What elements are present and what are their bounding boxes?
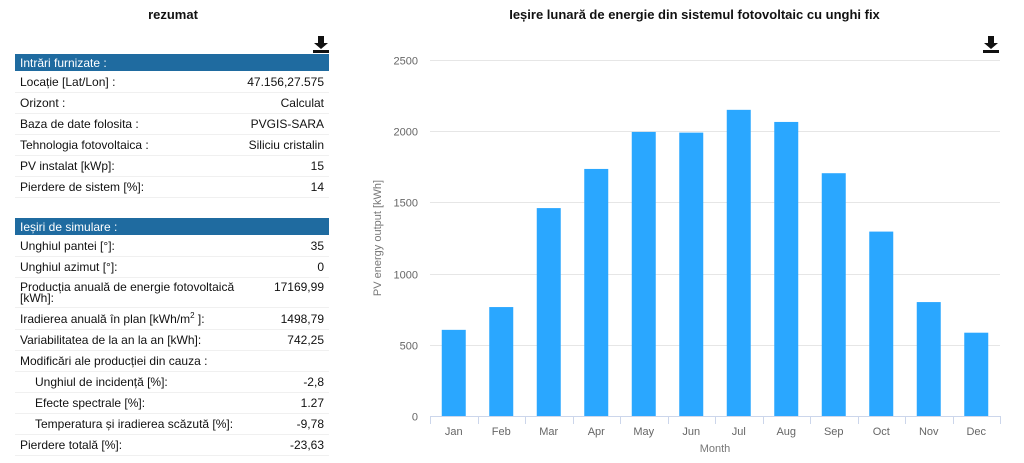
x-tick-label: Oct: [873, 426, 890, 438]
row-label: Unghiul azimut [°]:: [20, 260, 118, 274]
bar-dec: [964, 332, 989, 416]
bar-jun: [679, 132, 704, 416]
bar-feb: [489, 307, 514, 416]
row-value: 47.156,27.575: [247, 75, 324, 89]
bar-jan: [441, 329, 466, 416]
row-label: Pierdere totală [%]:: [20, 438, 123, 452]
row-label-prefix: Iradierea anuală în plan [kWh/m: [20, 312, 191, 326]
input-row-system-loss: Pierdere de sistem [%]: 14: [15, 177, 329, 198]
row-value: 1.27: [300, 396, 324, 410]
row-label: Orizont :: [20, 96, 66, 110]
row-value: PVGIS-SARA: [250, 117, 324, 131]
row-label: Unghiul de incidență [%]:: [35, 375, 168, 389]
row-label: Tehnologia fotovoltaica :: [20, 138, 149, 152]
x-axis-title: Month: [700, 443, 731, 455]
output-row-changes: Modificări ale producției din cauza :: [15, 351, 329, 372]
inputs-header: Intrări furnizate :: [15, 54, 329, 72]
row-value: -23,63: [289, 438, 324, 452]
x-tick-label: Jul: [732, 426, 746, 438]
x-tick-label: Feb: [492, 426, 511, 438]
y-tick-label: 0: [412, 412, 418, 424]
x-tick-label: Nov: [919, 426, 939, 438]
input-row-pv-installed: PV instalat [kWp]: 15: [15, 156, 329, 177]
row-label: Temperatura și iradierea scăzută [%]:: [35, 417, 234, 431]
row-value: -2,8: [303, 375, 324, 389]
y-tick-label: 1000: [394, 270, 418, 282]
bar-oct: [869, 231, 894, 416]
summary-panel: rezumat Intrări furnizate : Locație [Lat…: [15, 0, 331, 463]
row-label: Iradierea anuală în plan [kWh/m2 ]:: [20, 309, 205, 330]
input-row-location: Locație [Lat/Lon] : 47.156,27.575: [15, 72, 329, 93]
y-tick-label: 2000: [394, 127, 418, 139]
output-row-total-loss: Pierdere totală [%]: -23,63: [15, 435, 329, 456]
row-label: Baza de date folosita :: [20, 117, 139, 131]
row-label-suffix: ]:: [194, 312, 205, 326]
x-tick-label: Jun: [682, 426, 700, 438]
x-tick-label: Sep: [824, 426, 844, 438]
row-value: Siliciu cristalin: [248, 138, 324, 152]
bar-apr: [584, 168, 609, 416]
x-tick-label: Jan: [445, 426, 463, 438]
row-label: Locație [Lat/Lon] :: [20, 75, 116, 89]
output-row-slope: Unghiul pantei [°]: 35: [15, 236, 329, 257]
bar-aug: [774, 121, 799, 416]
bar-sep: [821, 173, 846, 416]
output-row-annual-irradiation: Iradierea anuală în plan [kWh/m2 ]: 1498…: [15, 309, 329, 330]
y-tick-label: 2500: [394, 56, 418, 68]
row-label: PV instalat [kWp]:: [20, 159, 115, 173]
row-label: Pierdere de sistem [%]:: [20, 180, 145, 194]
row-value: 15: [310, 159, 324, 173]
row-label-superscript: 2: [190, 311, 195, 320]
row-value: -9,78: [296, 417, 324, 431]
output-row-temperature: Temperatura și iradierea scăzută [%]: -9…: [15, 414, 329, 435]
bar-nov: [916, 302, 941, 416]
row-value: 0: [317, 260, 324, 274]
bar-mar: [536, 208, 561, 416]
output-row-azimuth: Unghiul azimut [°]: 0: [15, 257, 329, 278]
output-row-annual-production: Producția anuală de energie fotovoltaică…: [15, 278, 329, 308]
row-value: 14: [310, 180, 324, 194]
download-icon[interactable]: [981, 34, 1001, 54]
x-tick-label: Mar: [539, 426, 558, 438]
input-row-technology: Tehnologia fotovoltaica : Siliciu crista…: [15, 135, 329, 156]
output-row-incidence-angle: Unghiul de incidență [%]: -2,8: [15, 372, 329, 393]
row-label: Efecte spectrale [%]:: [35, 396, 146, 410]
row-value: 17169,99: [273, 280, 324, 294]
summary-title: rezumat: [148, 7, 198, 22]
row-value: 742,25: [287, 333, 324, 347]
outputs-header: Ieșiri de simulare :: [15, 218, 329, 236]
output-row-variability: Variabilitatea de la an la an [kWh]: 742…: [15, 330, 329, 351]
bar-jul: [726, 109, 751, 416]
input-row-horizon: Orizont : Calculat: [15, 93, 329, 114]
download-icon[interactable]: [311, 34, 331, 54]
x-tick-label: Apr: [588, 426, 605, 438]
monthly-energy-chart: 0 500 1000 1500 2000 2500 Jan Feb Mar Apr May Jun Ju…: [372, 56, 1001, 455]
row-value: 35: [310, 239, 324, 253]
row-label: Modificări ale producției din cauza :: [20, 354, 208, 368]
input-row-database: Baza de date folosita : PVGIS-SARA: [15, 114, 329, 135]
output-row-spectral-effects: Efecte spectrale [%]: 1.27: [15, 393, 329, 414]
row-label: Producția anuală de energie fotovoltaică…: [20, 280, 235, 305]
chart-title: Ieșire lunară de energie din sistemul fo…: [509, 7, 880, 22]
row-value: 1498,79: [280, 312, 324, 326]
row-label: Unghiul pantei [°]:: [20, 239, 115, 253]
x-tick-label: May: [633, 426, 654, 438]
y-axis-title: PV energy output [kWh]: [372, 180, 384, 296]
chart-panel: 0 500 1000 1500 2000 2500 Jan Feb Mar Apr May Jun Ju…: [345, 0, 1024, 463]
row-label: Variabilitatea de la an la an [kWh]:: [20, 333, 202, 347]
y-tick-label: 500: [400, 341, 418, 353]
x-tick-label: Aug: [776, 426, 796, 438]
y-tick-label: 1500: [394, 198, 418, 210]
row-value: Calculat: [280, 96, 324, 110]
x-tick-label: Dec: [966, 426, 986, 438]
bar-may: [631, 131, 656, 417]
